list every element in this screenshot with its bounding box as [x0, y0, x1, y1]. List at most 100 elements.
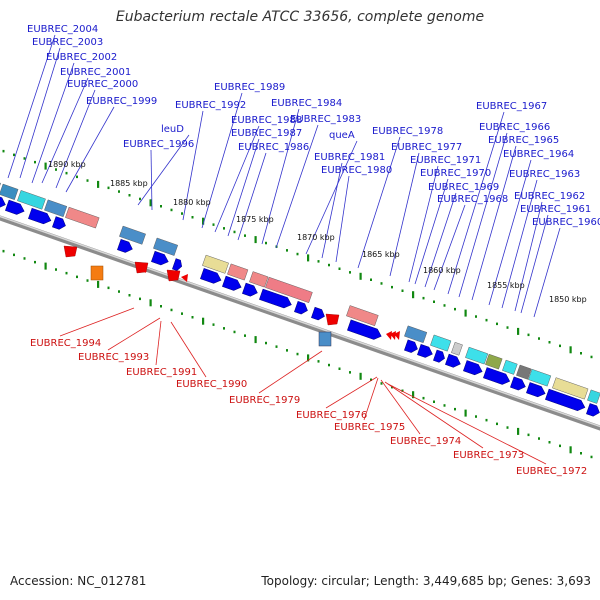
cog-layer — [0, 180, 600, 404]
tick-mark-upper — [412, 291, 415, 299]
tick-mark-lower — [307, 354, 310, 362]
forward-gene-arrow — [294, 300, 308, 315]
forward-gene-arrow — [311, 306, 325, 321]
tick-mark-lower — [548, 441, 551, 444]
reverse-gene-label: EUBREC_1975 — [334, 422, 405, 433]
forward-gene-arrow — [347, 319, 382, 340]
cog-block — [451, 341, 463, 356]
cog-block — [17, 190, 46, 210]
forward-gene-arrow — [117, 239, 133, 253]
tick-mark-lower — [443, 404, 446, 407]
tick-mark-lower — [538, 437, 540, 440]
tick-mark-lower — [506, 426, 509, 429]
forward-gene-arrow — [172, 258, 183, 271]
tick-mark-lower — [349, 371, 351, 374]
forward-gene-label: EUBREC_1980 — [321, 165, 392, 176]
tick-mark-upper — [349, 271, 351, 274]
reverse-gene-label: EUBREC_1991 — [126, 367, 197, 378]
kbp-label: 1885 kbp — [110, 179, 148, 188]
tick-mark-lower — [202, 317, 205, 325]
cog-block — [485, 353, 503, 370]
forward-gene-arrow — [0, 194, 6, 209]
tick-mark-lower — [359, 372, 362, 380]
tick-mark-lower — [212, 323, 215, 326]
tick-mark-upper — [422, 296, 425, 300]
forward-gene-label: EUBREC_1965 — [488, 135, 559, 146]
tick-mark-lower — [265, 341, 267, 345]
tick-mark-lower — [433, 400, 435, 403]
leader-line-forward — [41, 77, 89, 184]
reverse-gene-label: EUBREC_1976 — [296, 410, 367, 421]
forward-gene-label: EUBREC_1971 — [410, 155, 481, 166]
tick-mark-upper — [559, 344, 561, 348]
tick-mark-upper — [464, 309, 467, 317]
reverse-gene-label: EUBREC_1973 — [453, 450, 524, 461]
tick-mark-lower — [475, 415, 477, 418]
leader-line-forward — [275, 124, 319, 249]
leader-line-forward — [214, 125, 260, 233]
leader-line-forward — [201, 92, 243, 229]
reverse-gene-label: EUBREC_1993 — [78, 352, 149, 363]
leader-line-reverse — [363, 377, 379, 421]
leader-line-forward — [321, 162, 343, 259]
reverse-gene-arrow — [166, 269, 181, 282]
tick-mark-lower — [233, 330, 236, 334]
tick-mark-lower — [422, 396, 425, 400]
tick-mark-lower — [380, 382, 383, 385]
tick-mark-upper — [370, 278, 372, 281]
forward-gene-label: EUBREC_1964 — [503, 149, 574, 160]
tick-mark-upper — [149, 199, 152, 207]
accession-text: Accession: NC_012781 — [10, 574, 147, 588]
tick-mark-upper — [202, 217, 205, 225]
tick-mark-lower — [160, 305, 162, 308]
tick-mark-lower — [223, 327, 225, 330]
tick-mark-upper — [55, 168, 57, 171]
kbp-label: 1875 kbp — [236, 215, 274, 224]
tick-mark-lower — [569, 446, 572, 454]
forward-gene-label: EUBREC_1967 — [476, 101, 547, 112]
tick-mark-lower — [254, 336, 257, 344]
forward-gene-arrow — [483, 367, 511, 385]
forward-gene-labels: EUBREC_2004 EUBREC_2003 EUBREC_2002 EUBREC_… — [27, 24, 600, 228]
leader-line-forward — [533, 227, 561, 318]
tick-mark-upper — [569, 346, 572, 354]
tick-mark-lower — [55, 268, 57, 271]
cog-block — [249, 271, 269, 288]
leader-line-reverse — [325, 376, 378, 409]
reverse-gene-arrow — [386, 331, 392, 340]
tick-mark-upper — [233, 230, 236, 234]
tick-mark-lower — [244, 334, 246, 337]
reverse-gene-arrow — [63, 245, 78, 258]
leader-line-forward — [55, 89, 96, 189]
tick-mark-upper — [454, 307, 456, 311]
forward-gene-arrow — [200, 268, 222, 284]
tick-mark-upper — [212, 223, 215, 226]
tick-mark-lower — [97, 280, 100, 288]
tick-mark-upper — [317, 260, 320, 263]
kbp-label: 1850 kbp — [549, 295, 587, 304]
tick-mark-lower — [65, 271, 68, 275]
tick-mark-lower — [139, 297, 141, 301]
kbp-label: 1880 kbp — [173, 198, 211, 207]
forward-gene-label: EUBREC_1999 — [86, 96, 157, 107]
forward-gene-arrow — [28, 207, 52, 225]
tick-mark-upper — [527, 333, 530, 337]
cog-block — [346, 305, 379, 327]
tick-mark-upper — [506, 326, 509, 329]
tick-mark-upper — [76, 175, 78, 179]
leader-line-forward — [305, 140, 358, 255]
leader-line-forward — [520, 214, 549, 314]
cog-block — [265, 276, 313, 303]
tick-mark-lower — [275, 345, 278, 348]
tick-mark-upper — [433, 300, 435, 303]
forward-gene-label: EUBREC_1984 — [271, 98, 342, 109]
leader-line-forward — [488, 159, 532, 306]
forward-gene-label: EUBREC_1989 — [214, 82, 285, 93]
cog-block — [528, 368, 552, 387]
forward-gene-label: queA — [329, 130, 355, 141]
forward-gene-arrow — [259, 288, 292, 309]
leader-line-forward — [19, 47, 61, 179]
kbp-label: 1855 kbp — [487, 281, 525, 290]
tick-mark-upper — [580, 352, 582, 355]
